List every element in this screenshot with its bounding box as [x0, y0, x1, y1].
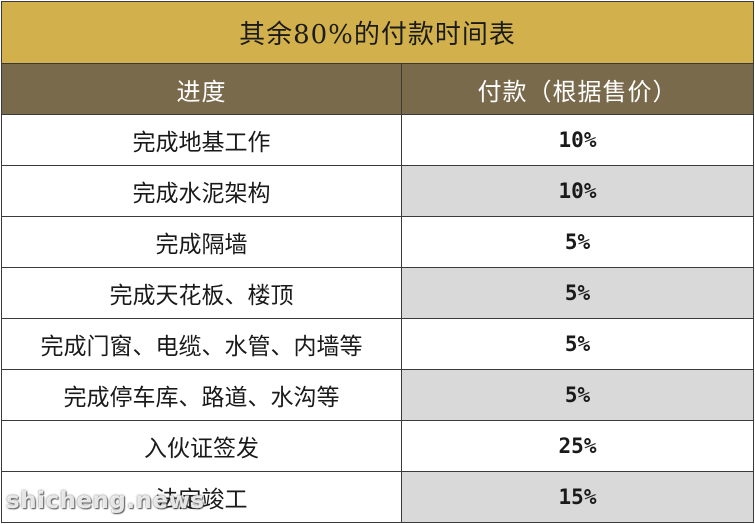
table-row: 完成天花板、楼顶 5% [2, 268, 753, 319]
table-row: 完成停车库、路道、水沟等 5% [2, 370, 753, 421]
stage-cell: 完成水泥架构 [2, 166, 402, 216]
payment-cell: 5% [402, 319, 753, 369]
stage-cell: 完成门窗、电缆、水管、内墙等 [2, 319, 402, 369]
header-payment: 付款（根据售价） [477, 77, 678, 106]
table-row: 入伙证签发 25% [2, 421, 753, 472]
table-row: 完成门窗、电缆、水管、内墙等 5% [2, 319, 753, 370]
stage-cell: 完成隔墙 [2, 217, 402, 267]
header-stage: 进度 [2, 64, 402, 114]
payment-cell: 15% [402, 472, 753, 522]
payment-cell: 5% [402, 370, 753, 420]
table-body: 完成地基工作 10% 完成水泥架构 10% 完成隔墙 5% 完成天花板、楼顶 5… [2, 115, 753, 522]
table-header-row: 进度 付款（根据售价） [2, 64, 753, 115]
watermark: shicheng.news [6, 488, 205, 514]
payment-cell: 5% [402, 217, 753, 267]
table-row: 完成水泥架构 10% [2, 166, 753, 217]
payment-cell: 10% [402, 166, 753, 216]
stage-cell: 完成地基工作 [2, 115, 402, 165]
table-row: 完成地基工作 10% [2, 115, 753, 166]
stage-cell: 完成停车库、路道、水沟等 [2, 370, 402, 420]
payment-cell: 5% [402, 268, 753, 318]
table-row: 完成隔墙 5% [2, 217, 753, 268]
table-row: 法定竣工 15% [2, 472, 753, 522]
stage-cell: 法定竣工 [2, 472, 402, 522]
payment-cell: 10% [402, 115, 753, 165]
payment-cell: 25% [402, 421, 753, 471]
stage-cell: 完成天花板、楼顶 [2, 268, 402, 318]
table-title: 其余80%的付款时间表 [2, 2, 753, 64]
stage-cell: 入伙证签发 [2, 421, 402, 471]
